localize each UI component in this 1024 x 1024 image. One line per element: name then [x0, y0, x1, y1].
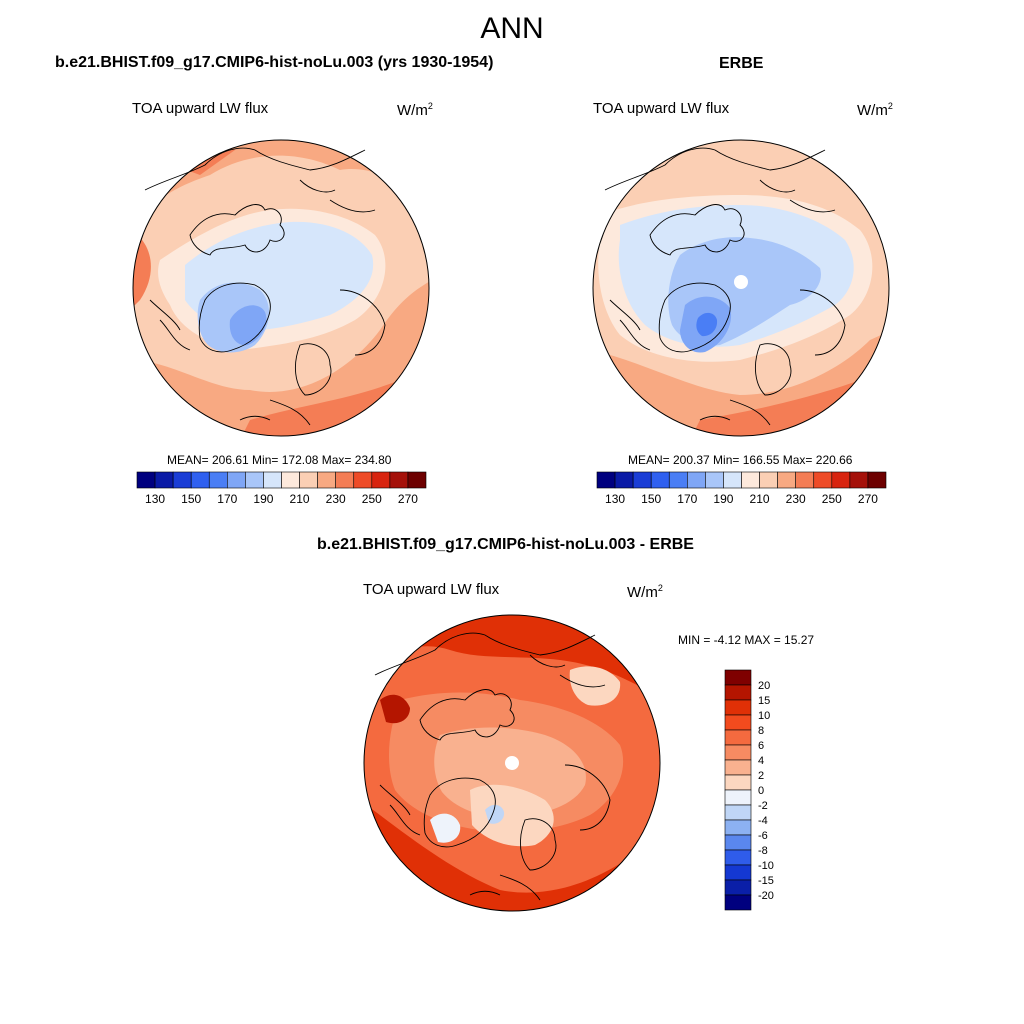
- panel-3-colorbar-box: [724, 864, 752, 881]
- panel-1-colorbar-tick-label: 210: [290, 492, 310, 506]
- panel-2-colorbar-box: [795, 471, 815, 489]
- panel-2-colorbar-tick-label: 150: [641, 492, 661, 506]
- panel-3-colorbar-box: [724, 819, 752, 836]
- panel-2-colorbar-tick-label: 170: [677, 492, 697, 506]
- panel-2-colorbar-box: [741, 471, 760, 489]
- panel-1-colorbar-tick-label: 250: [362, 492, 382, 506]
- panel-3-colorbar-box: [724, 774, 752, 791]
- panel-3-colorbar-tick-label: 2: [758, 770, 764, 782]
- panel-1-colorbar-box: [353, 471, 373, 489]
- panel-2-colorbar-tick-label: 210: [750, 492, 770, 506]
- panel-2-colorbar-tick-label: 130: [605, 492, 625, 506]
- panel-2-units: W/m2: [857, 101, 893, 119]
- panel-3-colorbar-box: [724, 669, 752, 686]
- panel-3-colorbar-tick-label: -2: [758, 800, 768, 812]
- panel-1-colorbar-box: [263, 471, 282, 489]
- panel-3-colorbar-tick-label: -20: [758, 890, 774, 902]
- panel-3-colorbar-box: [724, 804, 752, 821]
- panel-2-map: [592, 139, 890, 437]
- panel-2-colorbar-box: [831, 471, 851, 489]
- panel-3-colorbar-box: [724, 729, 752, 746]
- panel-2-colorbar-box: [632, 471, 652, 489]
- panel-1-colorbar-box: [245, 471, 264, 489]
- panel-3-colorbar-box: [724, 789, 752, 806]
- panel-3-colorbar-box: [724, 879, 752, 896]
- panel-3-colorbar-tick-label: -8: [758, 845, 768, 857]
- panel-3-colorbar-tick-label: -4: [758, 815, 768, 827]
- panel-2-case-title: ERBE: [719, 55, 764, 72]
- panel-1-colorbar-box: [154, 471, 174, 489]
- panel-1-colorbar-box: [227, 471, 246, 489]
- panel-3-colorbar-tick-label: 8: [758, 725, 764, 737]
- panel-3-colorbar-tick-label: 4: [758, 755, 764, 767]
- panel-1-colorbar-box: [190, 471, 210, 489]
- panel-3-colorbar-tick-label: -15: [758, 875, 774, 887]
- panel-3-colorbar-tick-label: -10: [758, 860, 774, 872]
- panel-1-colorbar-box: [136, 471, 156, 489]
- panel-1-case-title: b.e21.BHIST.f09_g17.CMIP6-hist-noLu.003 …: [55, 54, 494, 71]
- panel-2-colorbar-tick-label: 250: [822, 492, 842, 506]
- panel-3-colorbar-box: [724, 744, 752, 761]
- panel-3-colorbar-box: [724, 834, 752, 851]
- panel-2-colorbar-box: [705, 471, 724, 489]
- panel-1-colorbar-tick-label: 190: [253, 492, 273, 506]
- panel-2-colorbar-tick-label: 190: [713, 492, 733, 506]
- panel-2-colorbar-box: [867, 471, 887, 489]
- panel-3-colorbar-tick-label: 20: [758, 680, 770, 692]
- panel-3-colorbar-box: [724, 684, 752, 701]
- panel-1-variable-label: TOA upward LW flux: [132, 100, 269, 117]
- panel-3-colorbar-tick-label: 6: [758, 740, 764, 752]
- panel-1-map: [132, 139, 430, 437]
- panel-2-colorbar-box: [723, 471, 742, 489]
- panel-1-colorbar-box: [335, 471, 355, 489]
- panel-2-colorbar-box: [777, 471, 796, 489]
- panel-1-colorbar-tick-label: 230: [326, 492, 346, 506]
- panel-2-colorbar-box: [614, 471, 634, 489]
- panel-3-colorbar-tick-label: 0: [758, 785, 764, 797]
- panel-2-colorbar-box: [813, 471, 833, 489]
- panel-2-colorbar-tick-label: 230: [786, 492, 806, 506]
- panel-3-colorbar-tick-label: 10: [758, 710, 770, 722]
- panel-3-colorbar-tick-label: 15: [758, 695, 770, 707]
- panel-1-colorbar-tick-label: 270: [398, 492, 418, 506]
- panel-2-colorbar-box: [668, 471, 688, 489]
- panel-2-colorbar-box: [687, 471, 706, 489]
- panel-3-variable-label: TOA upward LW flux: [363, 581, 500, 598]
- panel-3-colorbar-box: [724, 759, 752, 776]
- panel-3-colorbar-box: [724, 699, 752, 716]
- panel-2-colorbar-box: [759, 471, 778, 489]
- panel-1-colorbar-box: [371, 471, 391, 489]
- panel-2-colorbar-tick-label: 270: [858, 492, 878, 506]
- panel-2-variable-label: TOA upward LW flux: [593, 100, 730, 117]
- panel-3-units: W/m2: [627, 583, 663, 601]
- panel-1-colorbar-box: [299, 471, 318, 489]
- panel-3-stats: MIN = -4.12 MAX = 15.27: [678, 633, 815, 647]
- panel-3-colorbar-box: [724, 894, 752, 911]
- figure-title: ANN: [480, 12, 544, 45]
- panel-3-colorbar-box: [724, 714, 752, 731]
- panel-3-map: [363, 614, 661, 912]
- panel-2-colorbar-box: [650, 471, 670, 489]
- panel-1-colorbar-box: [208, 471, 228, 489]
- panel-2-colorbar: 130 150 170 190 210 230 250 270: [596, 471, 887, 506]
- panel-1-colorbar-tick-label: 170: [217, 492, 237, 506]
- panel-3-colorbar-box: [724, 849, 752, 866]
- panel-2-colorbar-box: [596, 471, 616, 489]
- panel-1-colorbar-box: [389, 471, 409, 489]
- panel-2-colorbar-box: [849, 471, 869, 489]
- panel-1-colorbar-box: [172, 471, 192, 489]
- panel-1-colorbar-box: [407, 471, 427, 489]
- panel-1-colorbar-box: [281, 471, 300, 489]
- panel-3-case-title: b.e21.BHIST.f09_g17.CMIP6-hist-noLu.003 …: [317, 536, 694, 553]
- panel-1-colorbar-tick-label: 130: [145, 492, 165, 506]
- panel-1-colorbar-tick-label: 150: [181, 492, 201, 506]
- panel-1-stats: MEAN= 206.61 Min= 172.08 Max= 234.80: [167, 453, 392, 467]
- panel-1-units: W/m2: [397, 101, 433, 119]
- panel-1-colorbar: 130 150 170 190 210 230 250 270: [136, 471, 427, 506]
- panel-2-stats: MEAN= 200.37 Min= 166.55 Max= 220.66: [628, 453, 853, 467]
- panel-3-colorbar-tick-label: -6: [758, 830, 768, 842]
- panel-1-colorbar-box: [317, 471, 336, 489]
